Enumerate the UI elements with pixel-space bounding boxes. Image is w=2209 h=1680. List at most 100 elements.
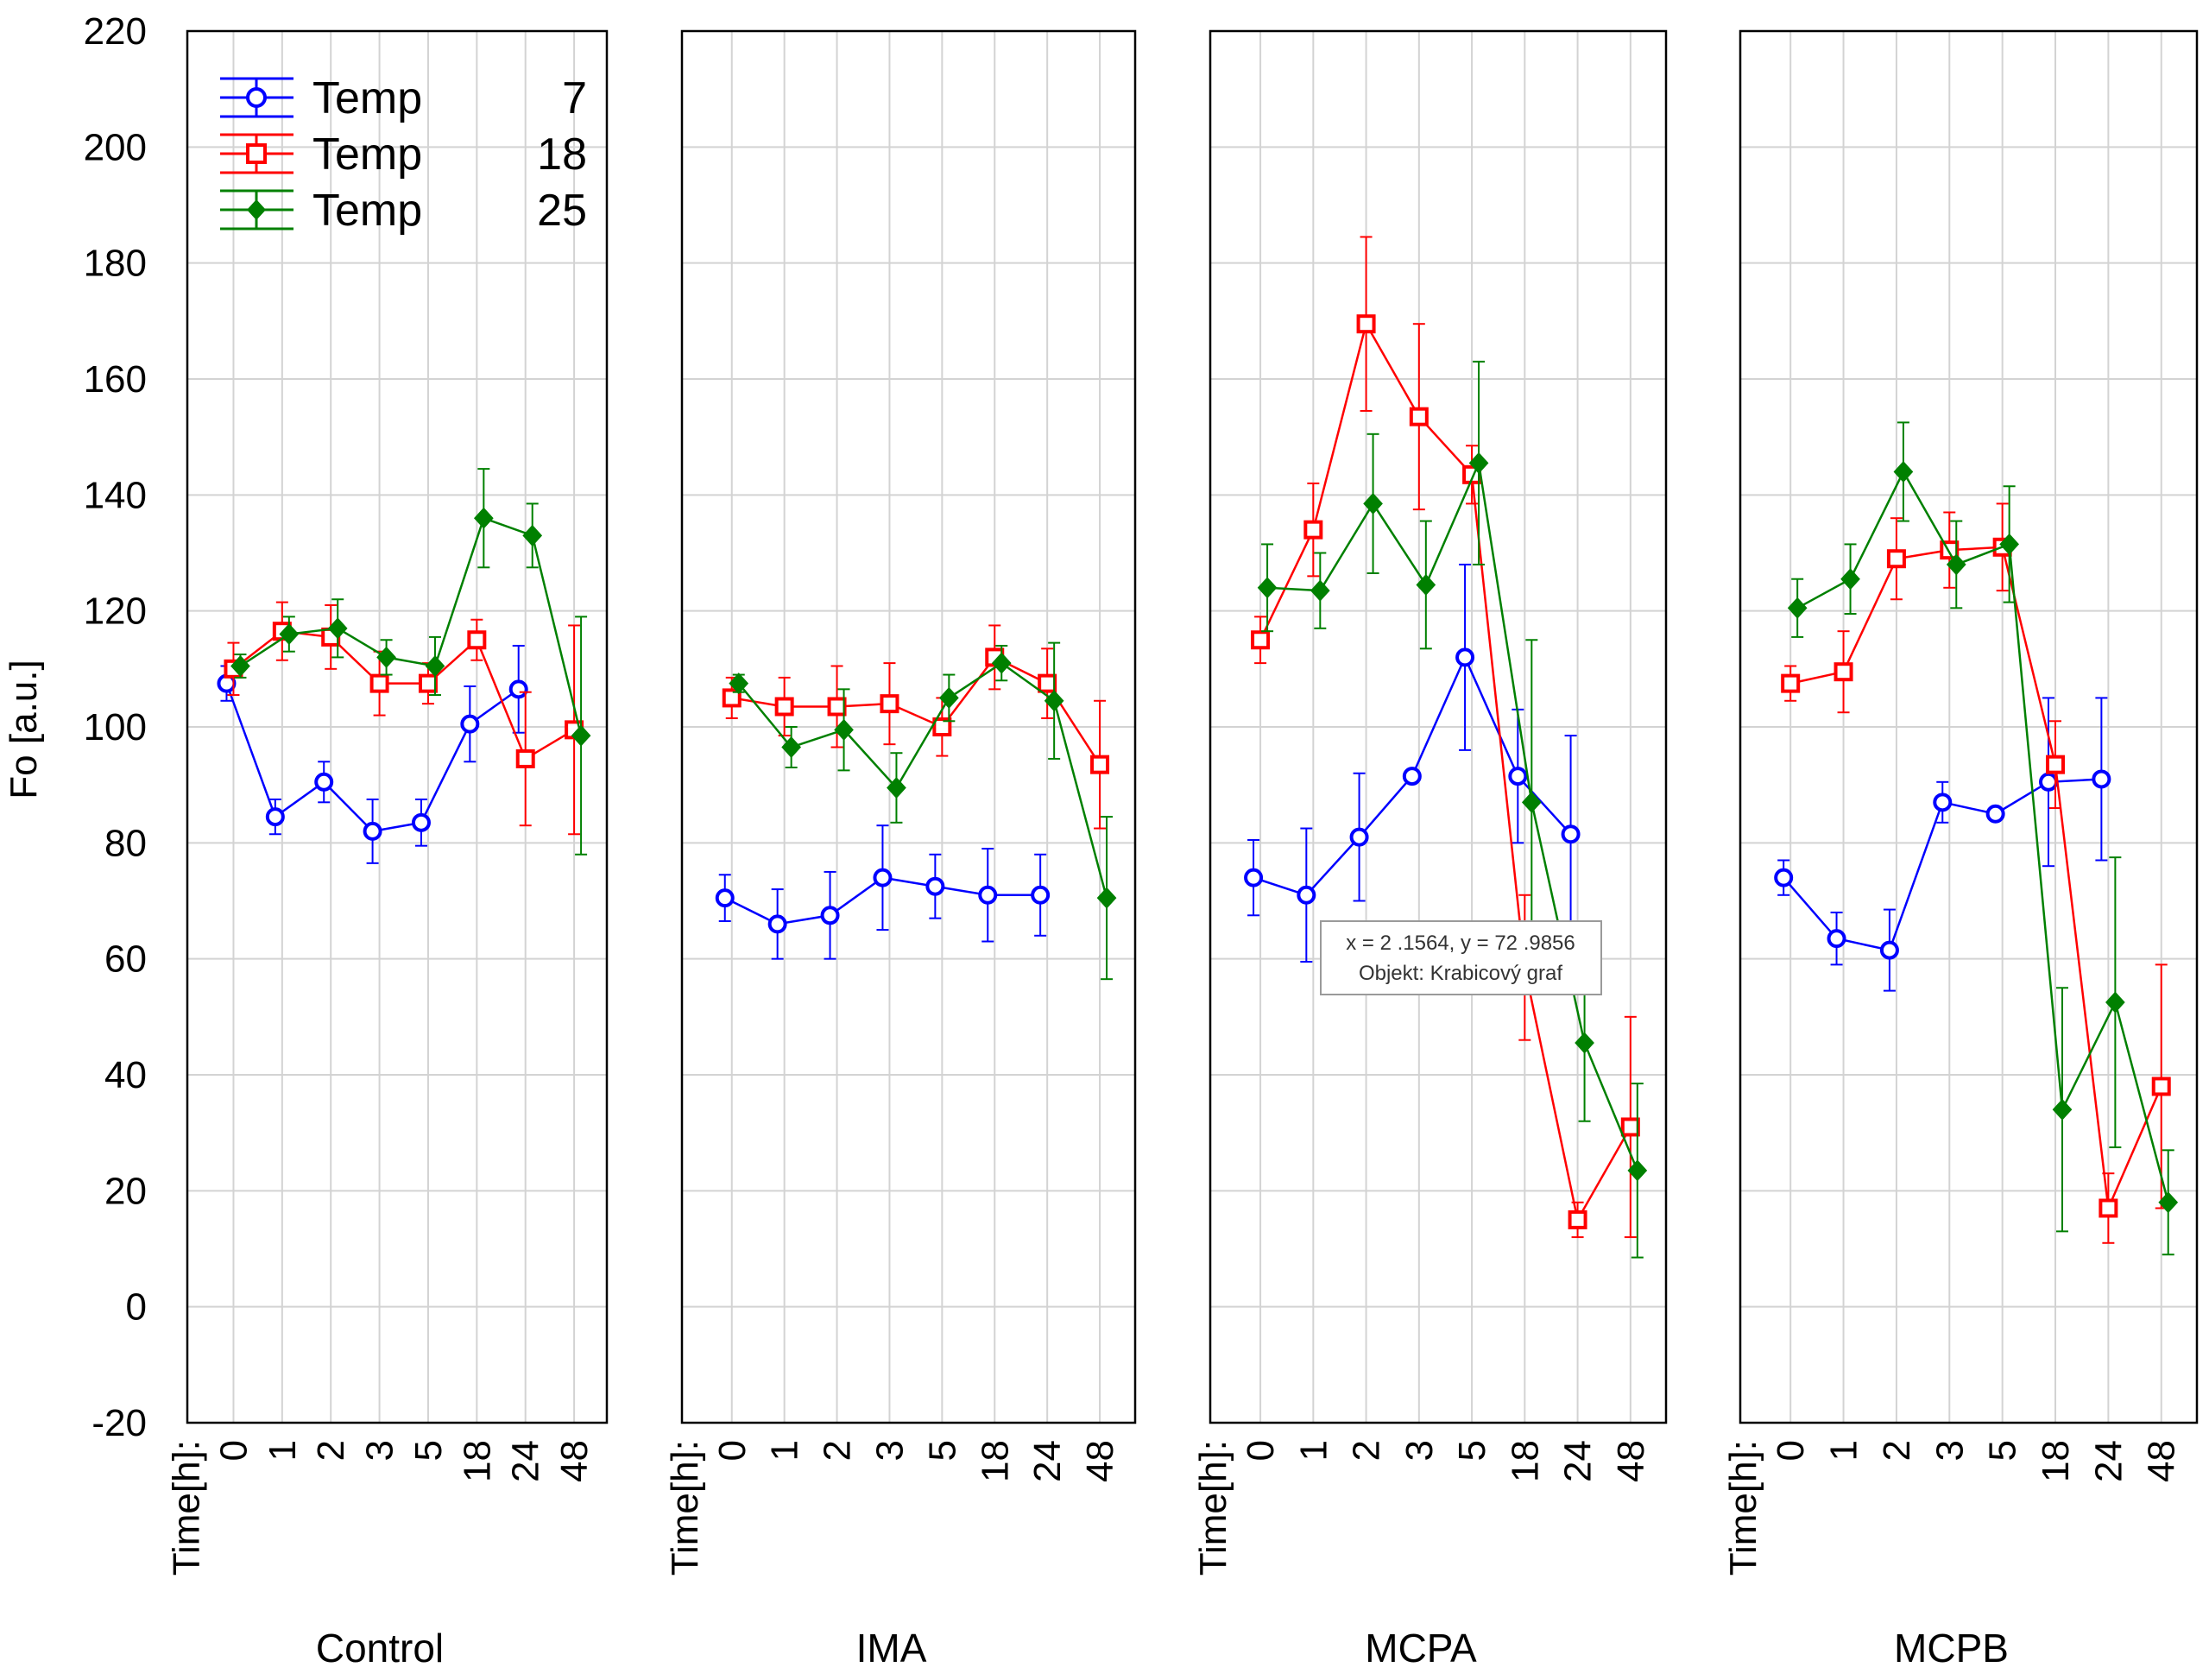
series-layer — [217, 236, 2179, 1259]
x-tick-label: 1 — [262, 1440, 304, 1461]
x-tick-label: 3 — [868, 1440, 911, 1461]
data-point — [1468, 452, 1489, 474]
x-tick-label: 18 — [456, 1440, 498, 1482]
series-control-temp-25 — [230, 468, 591, 856]
x-tick-label: 0 — [212, 1440, 255, 1461]
y-tick-label: 140 — [84, 474, 147, 516]
panel-grid-mcpa — [1210, 30, 1666, 1424]
data-point — [363, 821, 382, 841]
x-tick-label: 24 — [1026, 1440, 1069, 1482]
data-point — [1508, 767, 1528, 786]
y-tick-label: -20 — [92, 1402, 147, 1444]
data-point — [1561, 824, 1581, 844]
x-tick-label: 2 — [310, 1440, 352, 1461]
x-tick-label: 0 — [1240, 1440, 1282, 1461]
data-point — [2046, 755, 2066, 774]
data-point — [887, 777, 906, 799]
data-point — [1409, 407, 1429, 426]
legend-value: 25 — [537, 186, 587, 236]
legend-value: 18 — [537, 129, 587, 180]
data-point — [1303, 520, 1323, 540]
data-point — [2092, 769, 2111, 789]
legend-label: Temp — [312, 73, 422, 123]
data-point — [1096, 887, 1117, 909]
panel-frame — [680, 29, 1137, 1424]
x-tick-label: 18 — [1504, 1440, 1546, 1482]
data-point — [827, 697, 847, 717]
x-axis-prefix: Time[h]: — [1192, 1440, 1234, 1576]
x-axis-prefix: Time[h]: — [1722, 1440, 1764, 1576]
y-tick-label: 40 — [104, 1054, 147, 1096]
panel-grid-control — [187, 30, 607, 1424]
data-point — [729, 673, 749, 695]
data-point — [1933, 793, 1953, 812]
x-tick-label: 1 — [1823, 1440, 1865, 1461]
series-line — [737, 661, 1108, 899]
y-tick-label: 20 — [104, 1170, 147, 1212]
data-point — [314, 772, 334, 792]
data-point — [2151, 1077, 2171, 1096]
data-point — [1038, 673, 1057, 693]
x-tick-label: 48 — [2141, 1440, 2183, 1482]
data-point — [1787, 597, 1808, 619]
data-point — [715, 888, 735, 908]
x-tick-label: 0 — [711, 1440, 754, 1461]
legend-label: Temp — [312, 129, 422, 180]
data-point — [1257, 577, 1278, 599]
series-ima-temp-18 — [722, 624, 1110, 830]
series-control-temp-7 — [217, 644, 528, 864]
series-mcpb-temp-25 — [1787, 421, 2179, 1256]
data-point — [1297, 885, 1316, 905]
data-point — [1310, 579, 1330, 602]
data-point — [1521, 791, 1542, 813]
data-point — [1893, 460, 1914, 483]
y-tick-label: 160 — [84, 358, 147, 401]
legend-marker — [246, 87, 267, 108]
data-point — [515, 748, 535, 768]
x-tick-label: 3 — [1928, 1440, 1971, 1461]
x-tick-label: 48 — [553, 1440, 596, 1482]
x-tick-label: 24 — [1557, 1440, 1600, 1482]
data-point — [2158, 1191, 2179, 1214]
data-point — [411, 812, 431, 832]
data-point — [460, 714, 480, 734]
data-point — [925, 876, 945, 896]
x-tick-label: 24 — [2087, 1440, 2130, 1482]
data-point — [1886, 549, 1906, 569]
x-tick-label: 3 — [359, 1440, 401, 1461]
data-point — [834, 718, 854, 741]
data-point — [820, 906, 840, 925]
legend-label: Temp — [312, 186, 422, 236]
series-ima-temp-7 — [715, 824, 1051, 960]
data-point — [978, 885, 998, 905]
x-tick-label: 2 — [1346, 1440, 1388, 1461]
legend-entry-temp-18: Temp 18 — [220, 129, 587, 180]
tooltip-box — [1320, 920, 1602, 995]
data-point — [265, 807, 285, 827]
data-point — [1774, 868, 1794, 887]
tooltip-line-2: Objekt: Krabicový graf — [1359, 962, 1562, 985]
data-point — [1244, 868, 1264, 887]
x-axis-prefix: Time[h]: — [165, 1440, 207, 1576]
panel-label: IMA — [856, 1626, 927, 1671]
x-tick-label: 5 — [1451, 1440, 1493, 1461]
series-line — [1259, 320, 1632, 1223]
data-point — [1946, 553, 1966, 576]
data-point — [279, 623, 300, 646]
data-point — [781, 736, 802, 758]
data-point — [774, 697, 794, 717]
x-tick-label: 3 — [1398, 1440, 1441, 1461]
x-tick-label: 2 — [817, 1440, 859, 1461]
data-point — [1781, 673, 1801, 693]
data-point — [376, 646, 396, 668]
data-point — [425, 654, 445, 677]
x-axis-prefix: Time[h]: — [664, 1440, 706, 1576]
data-point — [1620, 1117, 1640, 1137]
x-tick-label: 5 — [407, 1440, 450, 1461]
series-mcpb-temp-18 — [1781, 502, 2171, 1244]
data-point — [418, 673, 438, 693]
data-point — [1402, 767, 1422, 786]
data-point — [1416, 573, 1436, 596]
data-point — [1879, 940, 1899, 960]
